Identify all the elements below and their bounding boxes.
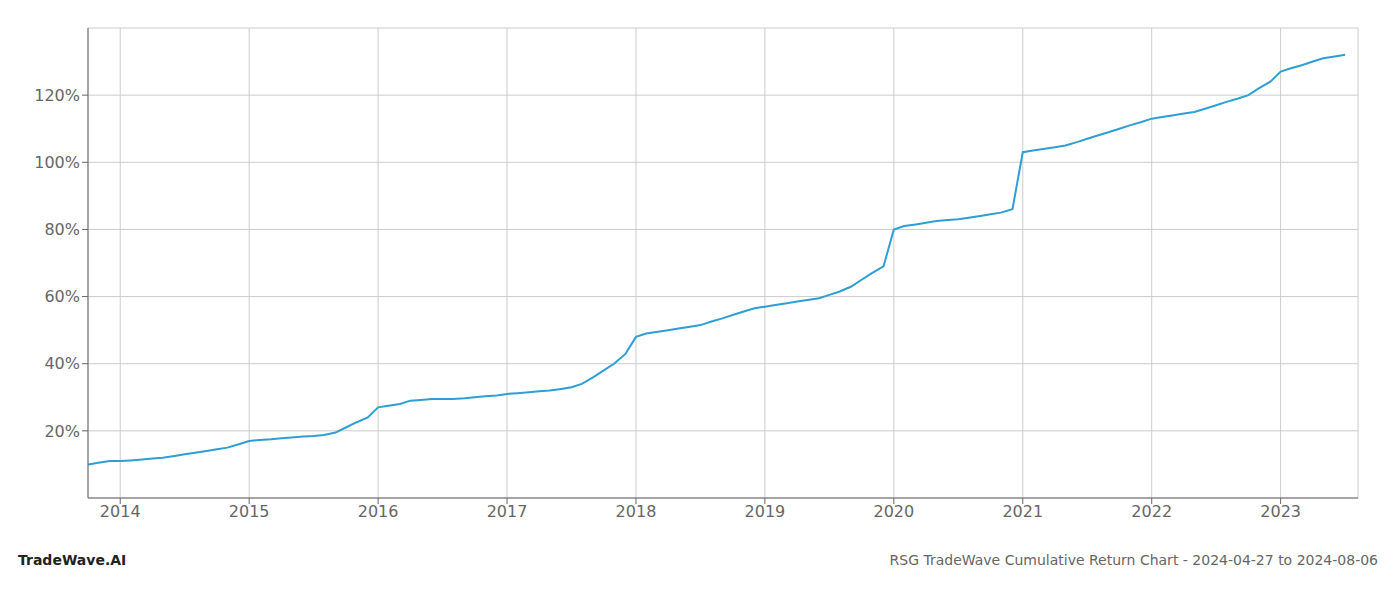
svg-text:40%: 40% <box>44 354 80 373</box>
svg-text:2020: 2020 <box>873 502 914 521</box>
svg-text:60%: 60% <box>44 287 80 306</box>
svg-text:20%: 20% <box>44 422 80 441</box>
svg-text:2016: 2016 <box>358 502 399 521</box>
svg-text:2014: 2014 <box>100 502 141 521</box>
svg-text:2018: 2018 <box>616 502 657 521</box>
svg-text:2023: 2023 <box>1260 502 1301 521</box>
svg-text:80%: 80% <box>44 220 80 239</box>
svg-text:2022: 2022 <box>1131 502 1172 521</box>
svg-text:2021: 2021 <box>1002 502 1043 521</box>
svg-text:2017: 2017 <box>487 502 528 521</box>
svg-text:100%: 100% <box>34 153 80 172</box>
svg-text:2019: 2019 <box>745 502 786 521</box>
svg-text:120%: 120% <box>34 86 80 105</box>
svg-text:2015: 2015 <box>229 502 270 521</box>
html-text:TradeWave.AI: TradeWave.AI <box>18 552 127 568</box>
html-text:RSG TradeWave Cumulative Retur: RSG TradeWave Cumulative Return Chart - … <box>889 552 1378 568</box>
